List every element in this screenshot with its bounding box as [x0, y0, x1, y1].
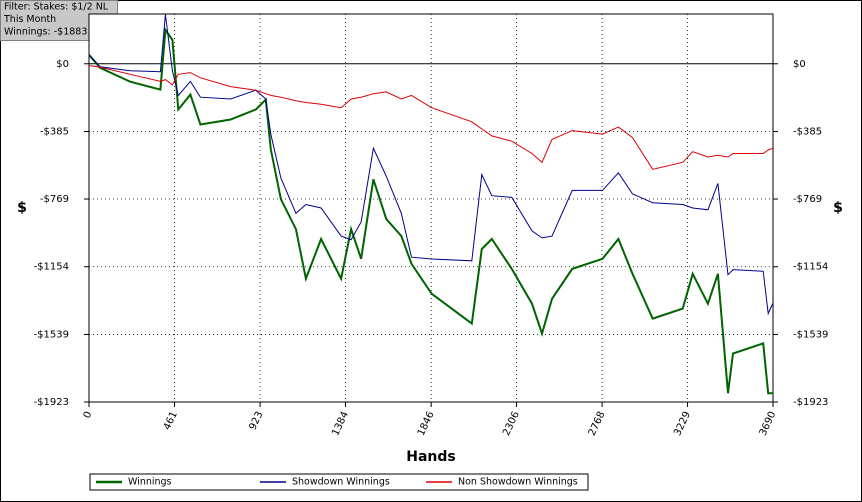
y-tick-label: -$1154: [34, 262, 69, 273]
y-axis-label: $: [17, 200, 27, 216]
y-tick-label-right: -$1154: [793, 262, 828, 273]
y-tick-label: $0: [56, 59, 69, 70]
series-line: [88, 14, 774, 316]
legend-label: Non Showdown Winnings: [458, 477, 578, 488]
y-tick-label: -$385: [40, 126, 69, 137]
y-tick-label: -$1923: [34, 397, 69, 408]
legend-label: Showdown Winnings: [292, 477, 390, 488]
x-axis-label: Hands: [406, 449, 456, 465]
y-tick-label-right: -$769: [793, 194, 822, 205]
legend-label: Winnings: [128, 477, 172, 488]
y-tick-label-right: -$1539: [793, 329, 828, 340]
y-tick-label: -$769: [40, 194, 69, 205]
plot-area: [88, 13, 774, 403]
y-tick-label-right: $0: [793, 59, 806, 70]
y-tick-label: -$1539: [34, 329, 69, 340]
legend: [89, 473, 589, 491]
y-axis-label-right: $: [833, 200, 843, 216]
series-line: [88, 65, 774, 170]
info-text: Filter: Stakes: $1/2 NL: [4, 2, 109, 13]
series-line: [88, 27, 773, 395]
x-tick-label: 0: [82, 410, 95, 420]
y-tick-label-right: -$1923: [793, 397, 828, 408]
info-text: This Month: [3, 14, 56, 25]
info-text: Winnings: -$1883.19: [4, 27, 102, 38]
y-tick-label-right: -$385: [793, 126, 822, 137]
